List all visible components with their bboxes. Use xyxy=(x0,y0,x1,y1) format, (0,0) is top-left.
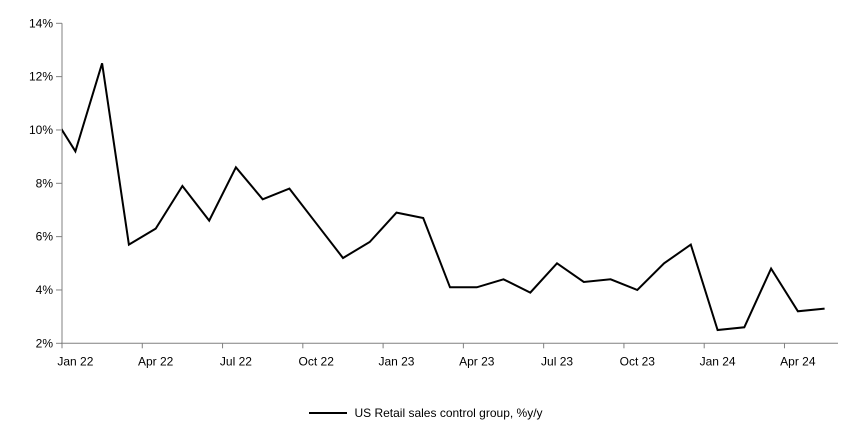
y-tick-label: 14% xyxy=(29,16,53,30)
axes xyxy=(61,23,838,345)
y-tick-label: 8% xyxy=(36,176,54,190)
x-tick-label: Jul 22 xyxy=(220,354,252,368)
legend: US Retail sales control group, %y/y xyxy=(0,390,852,423)
x-tick-label: Jan 23 xyxy=(378,354,414,368)
y-axis-ticks xyxy=(56,22,62,344)
y-tick-label: 6% xyxy=(36,230,54,244)
x-tick-label: Jul 23 xyxy=(541,354,573,368)
legend-line-icon xyxy=(309,412,348,414)
x-axis-labels: Jan 22 Apr 22 Jul 22 Oct 22 Jan 23 Apr 23 Jul … xyxy=(57,354,816,368)
x-tick-label: Apr 22 xyxy=(138,354,174,368)
retail-sales-line xyxy=(62,63,825,332)
x-tick-label: Apr 24 xyxy=(780,354,816,368)
line-chart-plot-area: 2% 4% 6% 8% 10% 12% 14% Jan 22 Apr 22 Jul 22 Oct … xyxy=(29,16,838,368)
y-axis-labels: 2% 4% 6% 8% 10% 12% 14% xyxy=(29,16,53,350)
x-tick-label: Oct 23 xyxy=(620,354,656,368)
y-tick-label: 12% xyxy=(29,70,53,84)
x-tick-label: Apr 23 xyxy=(459,354,495,368)
y-tick-label: 4% xyxy=(36,283,54,297)
x-tick-label: Jan 22 xyxy=(57,354,93,368)
x-axis-ticks xyxy=(61,343,785,349)
y-tick-label: 2% xyxy=(36,336,54,350)
series-group xyxy=(62,63,825,332)
x-tick-label: Oct 22 xyxy=(299,354,335,368)
legend-label: US Retail sales control group, %y/y xyxy=(354,406,543,420)
y-tick-label: 10% xyxy=(29,123,53,137)
x-tick-label: Jan 24 xyxy=(700,354,736,368)
